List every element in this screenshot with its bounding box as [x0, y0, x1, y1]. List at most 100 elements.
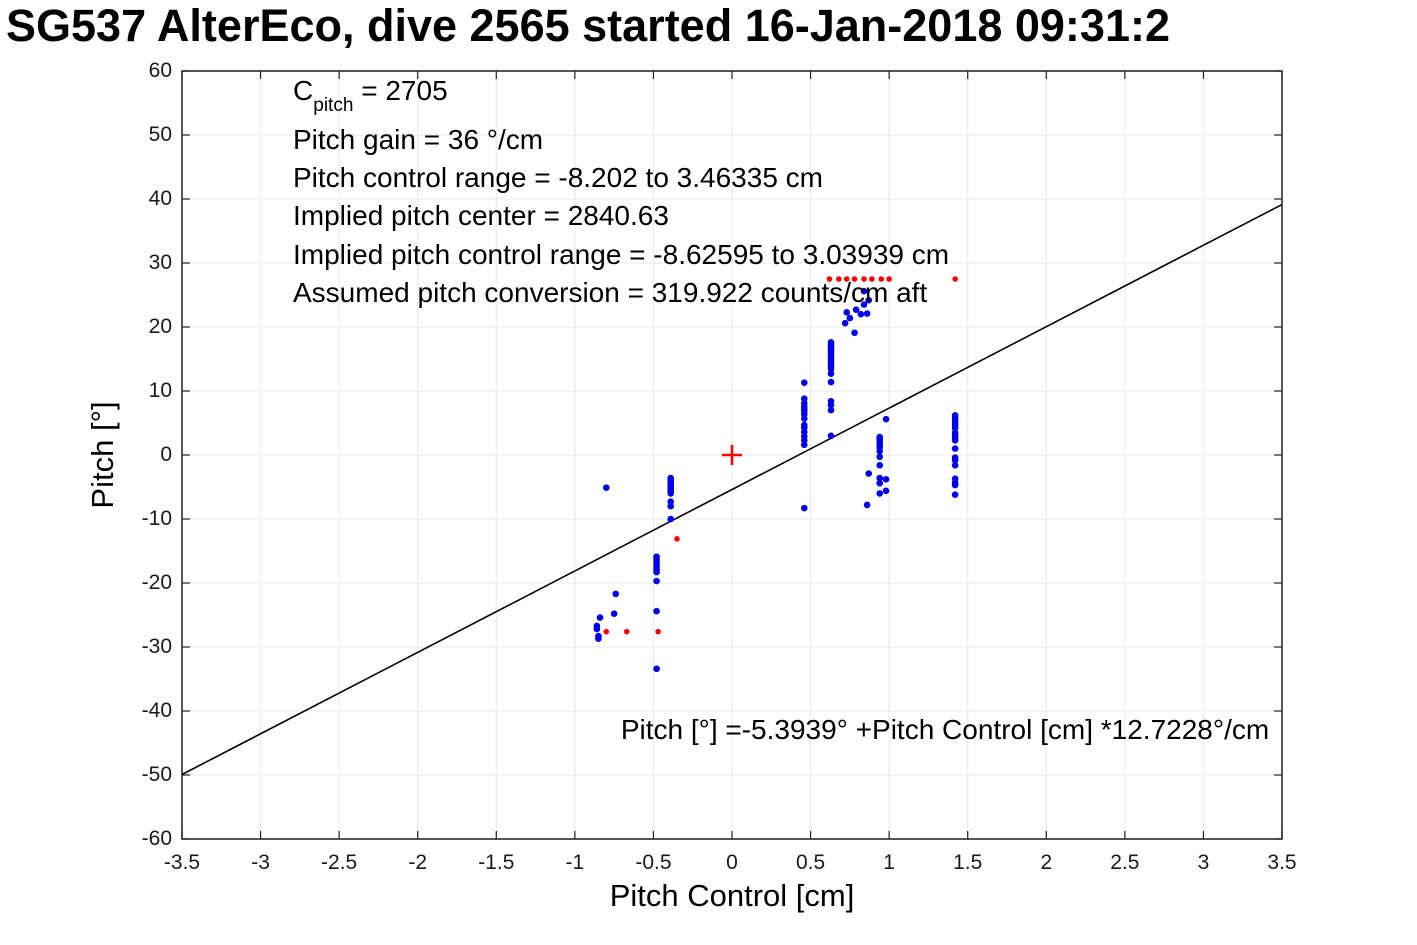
- y-tick-label: -40: [141, 699, 172, 722]
- flagged-pitch-point: [851, 276, 858, 282]
- observed-pitch-point: [876, 479, 884, 487]
- flagged-pitch-point: [843, 276, 850, 282]
- y-tick-label: -10: [141, 507, 172, 530]
- observed-pitch-point: [843, 308, 851, 316]
- x-tick-label: -2: [408, 851, 428, 874]
- x-tick-label: -2.5: [321, 851, 358, 874]
- observed-pitch-point: [876, 453, 884, 461]
- observed-pitch-point: [800, 504, 808, 512]
- observed-pitch-point: [827, 406, 835, 414]
- observed-pitch-point: [951, 456, 959, 464]
- observed-pitch-point: [653, 577, 660, 585]
- observed-pitch-point: [827, 432, 835, 440]
- observed-pitch-point: [951, 436, 959, 444]
- observed-pitch-point: [827, 370, 835, 378]
- observed-pitch-point: [667, 502, 675, 510]
- x-tick-label: -0.5: [635, 851, 672, 874]
- y-tick-label: -20: [141, 571, 172, 594]
- observed-pitch-point: [951, 491, 959, 498]
- y-tick-label: -50: [141, 763, 172, 786]
- flagged-pitch-point: [826, 276, 833, 282]
- calibration-annotations: Cpitch = 2705 Pitch gain = 36 °/cm Pitch…: [293, 72, 949, 312]
- y-tick-label: 50: [148, 123, 172, 146]
- observed-pitch-point: [827, 378, 835, 386]
- observed-pitch-point: [841, 319, 849, 327]
- observed-pitch-point: [951, 461, 959, 469]
- annotation-implied-pitch-control-range: Implied pitch control range = -8.62595 t…: [293, 238, 950, 270]
- observed-pitch-point: [800, 441, 808, 449]
- x-tick-label: 1.5: [953, 851, 983, 874]
- observed-pitch-point: [653, 665, 660, 673]
- observed-pitch-point: [876, 474, 884, 482]
- observed-pitch-point: [667, 490, 675, 497]
- flagged-pitch-point: [886, 276, 892, 282]
- flagged-pitch-point: [655, 628, 661, 635]
- flagged-pitch-point: [623, 628, 630, 635]
- observed-pitch-point: [851, 329, 858, 337]
- y-tick-label: -30: [141, 635, 172, 658]
- observed-pitch-point: [595, 635, 602, 642]
- y-tick-label: 60: [148, 59, 172, 82]
- x-tick-label: -1.5: [478, 851, 515, 874]
- observed-pitch-point: [852, 306, 860, 314]
- annotation-assumed-pitch-conversion: Assumed pitch conversion = 319.922 count…: [293, 277, 928, 309]
- annotation-pitch-control-range: Pitch control range = -8.202 to 3.46335 …: [293, 162, 823, 194]
- observed-pitch-point: [876, 461, 884, 469]
- observed-pitch-point: [602, 484, 610, 491]
- cpitch-base: C: [293, 75, 314, 106]
- cpitch-value: = 2705: [353, 75, 448, 106]
- y-tick-label: 40: [148, 187, 172, 210]
- flagged-pitch-point: [952, 276, 958, 282]
- observed-pitch-point: [882, 487, 890, 495]
- x-tick-label: -3.5: [163, 851, 201, 874]
- fit-line: [181, 203, 1283, 776]
- x-axis-label: Pitch Control [cm]: [609, 878, 855, 913]
- plot-title: SG537 AlterEco, dive 2565 started 16-Jan…: [6, 0, 1170, 51]
- x-tick-label: 1: [883, 851, 895, 874]
- observed-pitch-point: [863, 310, 871, 317]
- observed-pitch-point: [610, 610, 618, 618]
- flagged-pitch-point: [674, 536, 680, 542]
- observed-pitch-point: [865, 470, 873, 477]
- observed-pitch-point: [860, 287, 868, 295]
- observed-pitch-point: [860, 301, 868, 308]
- observed-pitch-point: [865, 296, 873, 304]
- y-tick-label: 20: [148, 315, 172, 338]
- observed-pitch-point: [667, 515, 675, 523]
- cpitch-line: Cpitch = 2705: [293, 72, 949, 121]
- observed-pitch-point: [951, 481, 959, 489]
- flagged-pitch-point: [878, 276, 885, 282]
- x-tick-label: 2: [1040, 851, 1053, 874]
- annotation-implied-pitch-center: Implied pitch center = 2840.63: [293, 200, 669, 232]
- flagged-pitch-point: [861, 276, 867, 282]
- x-tick-label: 3.5: [1267, 851, 1297, 874]
- observed-pitch-point: [857, 310, 865, 318]
- flagged-pitch-point: [836, 276, 842, 282]
- observed-pitch-point: [800, 415, 808, 422]
- observed-pitch-point: [612, 590, 620, 598]
- observed-pitch-point: [876, 490, 884, 497]
- y-tick-label: 10: [148, 379, 172, 402]
- observed-pitch-point: [596, 614, 604, 621]
- y-tick-label: 30: [148, 251, 172, 274]
- y-tick-label: 0: [160, 443, 172, 466]
- observed-pitch-point: [653, 607, 660, 615]
- fit-equation-label: Pitch [°] =-5.3939° +Pitch Control [cm] …: [620, 714, 1270, 745]
- observed-pitch-point: [593, 625, 601, 633]
- observed-pitch-point: [653, 568, 660, 576]
- observed-pitch-point: [951, 445, 959, 452]
- flagged-pitch-point: [869, 276, 875, 282]
- x-tick-label: -3: [251, 851, 270, 874]
- observed-pitch-point: [863, 501, 871, 509]
- observed-pitch-point: [800, 379, 808, 386]
- x-tick-label: 3: [1197, 851, 1210, 874]
- observed-pitch-point: [882, 476, 890, 483]
- cpitch-subscript: pitch: [313, 95, 354, 117]
- observed-pitch-point: [882, 415, 890, 423]
- flagged-pitch-point: [603, 628, 610, 635]
- y-tick-label: -60: [141, 827, 172, 850]
- observed-pitch-point: [827, 401, 835, 409]
- annotation-pitch-gain: Pitch gain = 36 °/cm: [293, 123, 544, 155]
